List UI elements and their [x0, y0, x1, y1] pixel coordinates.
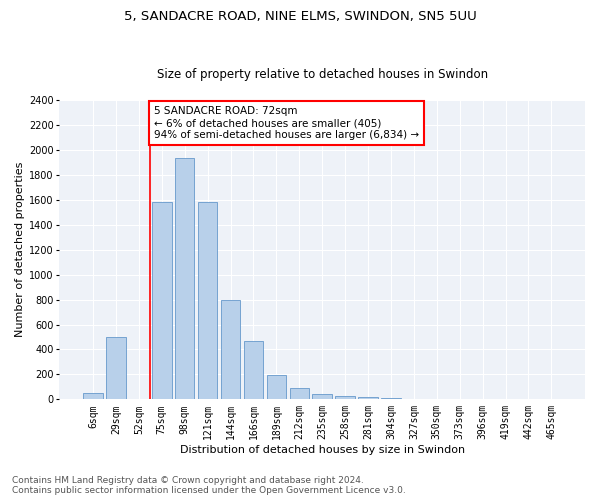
Bar — [266, 375, 286, 400]
Bar — [313, 394, 332, 400]
Bar — [152, 202, 172, 400]
Bar — [244, 341, 263, 400]
Bar — [175, 158, 194, 400]
X-axis label: Distribution of detached houses by size in Swindon: Distribution of detached houses by size … — [179, 445, 465, 455]
Bar — [358, 397, 378, 400]
Bar — [221, 300, 241, 400]
Y-axis label: Number of detached properties: Number of detached properties — [15, 162, 25, 338]
Bar — [404, 398, 424, 400]
Text: Contains HM Land Registry data © Crown copyright and database right 2024.
Contai: Contains HM Land Registry data © Crown c… — [12, 476, 406, 495]
Text: 5 SANDACRE ROAD: 72sqm
← 6% of detached houses are smaller (405)
94% of semi-det: 5 SANDACRE ROAD: 72sqm ← 6% of detached … — [154, 106, 419, 140]
Bar — [381, 398, 401, 400]
Bar — [335, 396, 355, 400]
Title: Size of property relative to detached houses in Swindon: Size of property relative to detached ho… — [157, 68, 488, 81]
Bar — [198, 202, 217, 400]
Bar — [106, 337, 126, 400]
Bar — [83, 393, 103, 400]
Bar — [290, 388, 309, 400]
Bar — [427, 398, 446, 400]
Text: 5, SANDACRE ROAD, NINE ELMS, SWINDON, SN5 5UU: 5, SANDACRE ROAD, NINE ELMS, SWINDON, SN… — [124, 10, 476, 23]
